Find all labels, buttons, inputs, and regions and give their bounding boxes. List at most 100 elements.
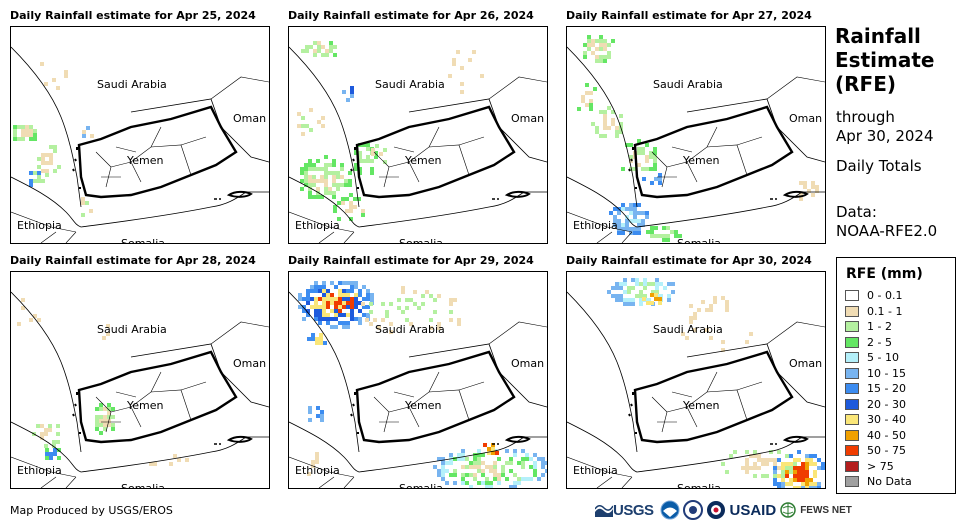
- saudi-label: Saudi Arabia: [375, 78, 445, 91]
- legend-swatch: [845, 352, 859, 363]
- legend-swatch: [845, 383, 859, 394]
- saudi-label: Saudi Arabia: [653, 323, 723, 336]
- doc-seal-icon: [682, 500, 703, 520]
- rainfall-map: Saudi Arabia Oman Yemen Ethiopia Somalia: [10, 26, 270, 244]
- legend-swatch: [845, 476, 859, 487]
- ethiopia-label: Ethiopia: [573, 464, 618, 477]
- data-source: NOAA-RFE2.0: [836, 222, 938, 240]
- oman-label: Oman: [511, 112, 544, 125]
- usgs-text: USGS: [613, 501, 654, 519]
- oman-label: Oman: [789, 357, 822, 370]
- saudi-label: Saudi Arabia: [97, 323, 167, 336]
- usgs-wave-icon: [595, 505, 613, 517]
- yemen-label: Yemen: [682, 399, 720, 412]
- title-line: Estimate: [835, 48, 935, 72]
- boundary-layer: [567, 291, 825, 488]
- legend-row: 15 - 20: [845, 382, 906, 395]
- ethiopia-label: Ethiopia: [573, 219, 618, 232]
- panel-title: Daily Rainfall estimate for Apr 29, 2024: [288, 254, 534, 267]
- legend-title: RFE (mm): [846, 266, 923, 282]
- legend-row: No Data: [845, 475, 912, 488]
- boundary-layer: [289, 46, 547, 243]
- usaid-text: USAID: [729, 501, 777, 519]
- legend-label: 50 - 75: [867, 444, 906, 457]
- somalia-label: Somalia: [399, 482, 443, 488]
- ethiopia-label: Ethiopia: [17, 219, 62, 232]
- legend-label: 15 - 20: [867, 382, 906, 395]
- oman-label: Oman: [789, 112, 822, 125]
- panel-apr30: Daily Rainfall estimate for Apr 30, 2024…: [566, 254, 826, 490]
- map-svg: Saudi Arabia Oman Yemen Ethiopia Somalia: [11, 46, 269, 243]
- legend-row: 0 - 0.1: [845, 289, 902, 302]
- legend-row: 10 - 15: [845, 367, 906, 380]
- somalia-label: Somalia: [399, 237, 443, 243]
- panel-title: Daily Rainfall estimate for Apr 27, 2024: [566, 9, 812, 22]
- rainfall-layer: [297, 41, 484, 221]
- data-label: Data:: [836, 203, 877, 221]
- boundary-layer: [567, 46, 825, 243]
- map-svg: Saudi Arabia Oman Yemen Ethiopia Somalia: [289, 281, 547, 488]
- rainfall-map: Saudi Arabia Oman Yemen Ethiopia Somalia: [566, 271, 826, 489]
- yemen-label: Yemen: [682, 154, 720, 167]
- map-svg: Saudi Arabia Oman Yemen Ethiopia Somalia: [289, 41, 547, 243]
- legend-label: 40 - 50: [867, 428, 906, 442]
- country-labels: Saudi Arabia Oman Yemen Ethiopia Somalia: [573, 323, 822, 488]
- legend-label: 1 - 2: [867, 320, 892, 333]
- legend-label: 2 - 5: [867, 335, 892, 349]
- sidebar-title: Rainfall Estimate (RFE): [835, 24, 965, 96]
- title-line: Rainfall: [835, 24, 921, 48]
- legend-row: 2 - 5: [845, 336, 892, 349]
- fewsnet-globe-icon: [780, 502, 796, 518]
- boundary-layer: [289, 291, 547, 488]
- rainfall-map: Saudi Arabia Oman Yemen Ethiopia Somalia: [566, 26, 826, 244]
- through-label: through: [836, 108, 895, 126]
- legend-swatch: [845, 445, 859, 456]
- legend-swatch: [845, 290, 859, 301]
- legend-label: > 75: [867, 459, 894, 473]
- panel-title: Daily Rainfall estimate for Apr 25, 2024: [10, 9, 256, 22]
- legend-swatch: [845, 414, 859, 425]
- country-labels: Saudi Arabia Oman Yemen Ethiopia Somalia: [295, 323, 544, 488]
- yemen-label: Yemen: [404, 399, 442, 412]
- country-labels: Saudi Arabia Oman Yemen Ethiopia Somalia: [17, 323, 266, 488]
- boundary-layer: [11, 46, 269, 243]
- saudi-label: Saudi Arabia: [653, 78, 723, 91]
- legend-row: 40 - 50: [845, 429, 906, 442]
- map-svg: Saudi Arabia Oman Yemen Ethiopia Somalia: [11, 291, 269, 488]
- somalia-label: Somalia: [121, 482, 165, 488]
- rainfall-layer: [13, 62, 94, 217]
- panel-title: Daily Rainfall estimate for Apr 26, 2024: [288, 9, 534, 22]
- legend-row: 50 - 75: [845, 444, 906, 457]
- legend-row: 20 - 30: [845, 398, 906, 411]
- oman-label: Oman: [233, 112, 266, 125]
- panel-apr27: Daily Rainfall estimate for Apr 27, 2024…: [566, 9, 826, 245]
- fewsnet-text: FEWS NET: [800, 504, 852, 516]
- map-svg: Saudi Arabia Oman Yemen Ethiopia Somalia: [567, 35, 825, 243]
- somalia-label: Somalia: [677, 237, 721, 243]
- panel-title: Daily Rainfall estimate for Apr 28, 2024: [10, 254, 256, 267]
- legend-swatch: [845, 321, 859, 332]
- rainfall-layer: [298, 281, 547, 488]
- legend-label: No Data: [867, 475, 912, 488]
- legend-row: 1 - 2: [845, 320, 892, 333]
- usgs-logo: USGS: [595, 502, 654, 519]
- legend-row: 0.1 - 1: [845, 305, 902, 318]
- ethiopia-label: Ethiopia: [295, 464, 340, 477]
- boundary-layer: [11, 291, 269, 488]
- map-credit: Map Produced by USGS/EROS: [10, 504, 173, 517]
- ethiopia-label: Ethiopia: [17, 464, 62, 477]
- ethiopia-label: Ethiopia: [295, 219, 340, 232]
- logo-strip: USGS USAID FEWS NET: [595, 499, 852, 521]
- country-labels: Saudi Arabia Oman Yemen Ethiopia Somalia: [573, 78, 822, 243]
- legend-label: 20 - 30: [867, 397, 906, 411]
- panel-title: Daily Rainfall estimate for Apr 30, 2024: [566, 254, 812, 267]
- legend-swatch: [845, 398, 859, 410]
- legend-swatch: [845, 460, 859, 472]
- rainfall-layer: [17, 298, 189, 466]
- yemen-label: Yemen: [126, 399, 164, 412]
- saudi-label: Saudi Arabia: [97, 78, 167, 91]
- map-svg: Saudi Arabia Oman Yemen Ethiopia Somalia: [567, 278, 825, 488]
- legend-label: 5 - 10: [867, 351, 899, 364]
- rainfall-map: Saudi Arabia Oman Yemen Ethiopia Somalia: [10, 271, 270, 489]
- legend-label: 0 - 0.1: [867, 289, 903, 302]
